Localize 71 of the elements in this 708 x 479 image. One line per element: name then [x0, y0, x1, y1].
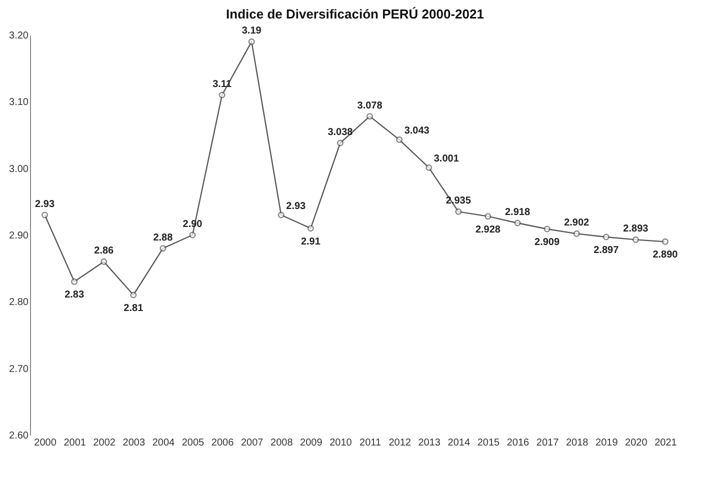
x-tick-label: 2021	[654, 438, 678, 448]
point	[455, 208, 462, 215]
data-label: 2.928	[475, 224, 501, 236]
data-label: 2.909	[534, 237, 560, 248]
point	[42, 212, 48, 218]
data-label: 2.81	[124, 303, 144, 314]
y-tick-label: 2.70	[9, 364, 29, 375]
data-label: 2.88	[153, 232, 174, 244]
x-tick-label: 2018	[566, 438, 589, 448]
point	[336, 140, 344, 146]
y-tick-label: 3.00	[9, 164, 29, 175]
point	[130, 292, 137, 298]
data-label: 3.001	[434, 154, 460, 165]
point	[484, 213, 492, 220]
chart-title: Indice de Diversificación PERÚ 2000-2021	[226, 6, 484, 22]
point	[100, 258, 108, 265]
x-tick-label: 2001	[64, 438, 86, 448]
point	[278, 212, 284, 218]
x-tick-label: 2004	[152, 438, 176, 448]
x-tick-label: 2009	[300, 438, 323, 448]
x-tick-label: 2008	[270, 438, 294, 448]
point	[544, 226, 550, 232]
x-tick-label: 2019	[596, 438, 618, 448]
point	[602, 234, 610, 240]
point	[71, 278, 78, 285]
y-tick-label: 2.60	[9, 430, 29, 442]
x-tick-label: 2014	[448, 438, 470, 448]
data-label: 2.893	[623, 224, 649, 235]
y-tick-label: 3.10	[9, 97, 29, 108]
y-tick-label: 3.20	[9, 30, 29, 42]
x-tick-label: 2017	[536, 438, 560, 448]
x-tick-label: 2020	[625, 438, 648, 448]
data-label: 2.93	[286, 201, 306, 212]
data-label: 3.043	[404, 126, 430, 137]
point	[160, 245, 166, 252]
data-label: 3.19	[242, 26, 262, 37]
data-label: 2.890	[652, 250, 678, 261]
point	[218, 92, 226, 98]
x-tick-label: 2016	[506, 438, 530, 448]
point	[307, 225, 314, 232]
x-tick-label: 2013	[418, 438, 441, 448]
data-label: 2.93	[35, 199, 55, 210]
data-label: 2.91	[300, 236, 321, 248]
x-tick-label: 2007	[240, 438, 264, 448]
x-tick-label: 2011	[360, 438, 382, 448]
point	[248, 38, 255, 45]
data-label: 2.86	[94, 246, 114, 257]
point	[662, 238, 668, 245]
x-tick-label: 2015	[477, 438, 500, 448]
y-tick-label: 2.90	[9, 230, 29, 242]
x-tick-label: 2000	[34, 438, 57, 448]
x-tick-label: 2010	[330, 438, 352, 448]
point	[189, 232, 196, 238]
point	[632, 236, 639, 243]
point	[396, 136, 403, 143]
point	[366, 113, 374, 120]
x-tick-label: 2012	[388, 438, 412, 448]
point	[514, 220, 521, 226]
data-label: 2.897	[594, 245, 620, 256]
point	[426, 164, 432, 171]
data-label: 2.918	[504, 207, 530, 218]
data-label: 2.83	[64, 290, 84, 301]
data-label: 3.038	[328, 127, 354, 138]
point	[573, 230, 580, 237]
data-label: 3.078	[357, 100, 383, 112]
y-tick-label: 2.80	[9, 297, 29, 308]
x-tick-label: 2003	[122, 438, 146, 448]
data-label: 2.902	[564, 218, 590, 229]
x-tick-label: 2002	[93, 438, 116, 448]
x-tick-label: 2005	[182, 438, 205, 448]
x-tick-label: 2006	[211, 438, 234, 448]
